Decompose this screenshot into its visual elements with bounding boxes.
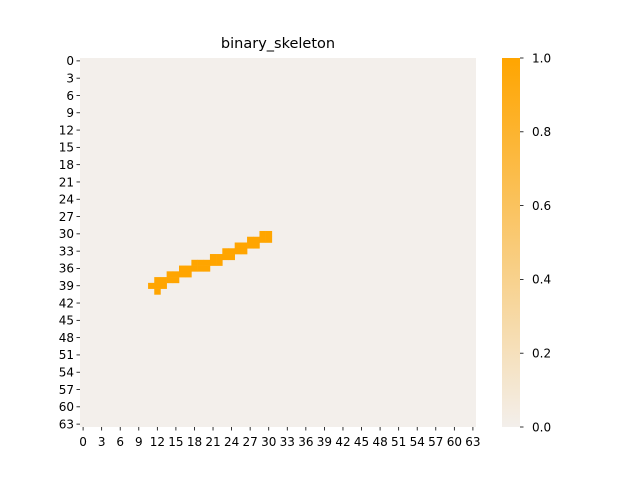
heatmap-cell [191, 265, 198, 272]
y-tick-label: 3 [66, 71, 74, 85]
x-tick-label: 6 [116, 435, 124, 449]
x-tick-label: 39 [317, 435, 332, 449]
x-tick-label: 48 [372, 435, 387, 449]
x-tick-label: 60 [447, 435, 462, 449]
colorbar-tick-label: 0.6 [532, 199, 551, 213]
y-tick-label: 57 [59, 383, 74, 397]
heatmap-cell [253, 236, 260, 243]
x-tick-label: 30 [261, 435, 276, 449]
heatmap-cell [222, 254, 229, 261]
colorbar-tick-label: 0.2 [532, 347, 551, 361]
heatmap-cell [191, 259, 198, 266]
heatmap-cell [247, 236, 254, 243]
heatmap-cell [203, 265, 211, 272]
heatmap-cell [216, 259, 223, 266]
colorbar-tick-label: 0.0 [532, 420, 551, 434]
heatmap-cell [265, 236, 273, 243]
heatmap-cell [154, 282, 161, 289]
x-tick-label: 9 [135, 435, 143, 449]
x-tick-label: 27 [243, 435, 258, 449]
heatmap-cell [228, 248, 235, 255]
x-tick-label: 0 [79, 435, 87, 449]
x-tick-label: 18 [187, 435, 202, 449]
heatmap-cell [197, 259, 205, 266]
x-tick-label: 24 [224, 435, 239, 449]
y-tick-label: 60 [59, 400, 74, 414]
heatmap-cell [247, 242, 254, 249]
heatmap-cell [259, 230, 266, 238]
y-tick-label: 45 [59, 314, 74, 328]
heatmap-cell [203, 259, 211, 266]
heatmap-cell [154, 288, 161, 295]
heatmap-cell [148, 282, 155, 289]
colorbar-tick-label: 0.8 [532, 125, 551, 139]
heatmap-cell [209, 254, 217, 261]
x-tick-label: 45 [354, 435, 369, 449]
heatmap-cell [228, 254, 235, 261]
x-tick-label: 3 [98, 435, 106, 449]
heatmap-cell [154, 277, 161, 284]
x-tick-label: 21 [205, 435, 220, 449]
heatmap-cell [253, 242, 260, 249]
y-tick-label: 42 [59, 296, 74, 310]
x-tick-label: 36 [298, 435, 313, 449]
heatmap-cell [209, 259, 217, 266]
heatmap-cell [240, 242, 248, 249]
y-tick-label: 51 [59, 348, 74, 362]
x-tick-label: 33 [280, 435, 295, 449]
heatmap-cell [240, 248, 248, 255]
x-tick-label: 51 [391, 435, 406, 449]
heatmap-cell [172, 277, 180, 284]
x-tick-label: 57 [428, 435, 443, 449]
heatmap-cell [197, 265, 205, 272]
y-tick-label: 36 [59, 262, 74, 276]
heatmap-cell [185, 265, 192, 272]
heatmap-cell [234, 242, 242, 249]
heatmap-cell [265, 230, 273, 238]
chart-title: binary_skeleton [221, 36, 335, 52]
colorbar-tick-label: 0.4 [532, 273, 551, 287]
y-tick-label: 9 [66, 106, 74, 120]
heatmap-cell [216, 254, 223, 261]
x-tick-label: 15 [168, 435, 183, 449]
heatmap-cell [234, 248, 242, 255]
heatmap-cells [148, 230, 273, 295]
heatmap-cell [259, 236, 266, 243]
y-tick-label: 12 [59, 123, 74, 137]
heatmap-cell [222, 248, 229, 255]
x-axis-ticks: 0 3 6 9 12 15 18 21 24 27 30 33 36 39 42 45 48 51 54 57 60 63 [79, 427, 481, 449]
heatmap-background [80, 58, 476, 427]
colorbar [502, 58, 520, 427]
y-tick-label: 39 [59, 279, 74, 293]
heatmap-cell [185, 271, 192, 278]
y-tick-label: 63 [59, 417, 74, 431]
x-tick-label: 54 [410, 435, 425, 449]
colorbar-ticks: 0.0 0.2 0.4 0.6 0.8 1.0 [520, 51, 551, 434]
x-tick-label: 63 [465, 435, 480, 449]
x-tick-label: 42 [335, 435, 350, 449]
colorbar-tick-label: 1.0 [532, 51, 551, 65]
y-tick-label: 24 [59, 193, 74, 207]
heatmap-cell [166, 271, 174, 278]
y-tick-label: 30 [59, 227, 74, 241]
heatmap-cell [179, 271, 186, 278]
y-tick-label: 21 [59, 175, 74, 189]
heatmap-cell [179, 265, 186, 272]
y-tick-label: 33 [59, 244, 74, 258]
y-tick-label: 0 [66, 54, 74, 68]
x-tick-label: 12 [150, 435, 165, 449]
y-tick-label: 48 [59, 331, 74, 345]
y-tick-label: 27 [59, 210, 74, 224]
heatmap-cell [160, 282, 167, 289]
heatmap-cell [172, 271, 180, 278]
y-tick-label: 6 [66, 89, 74, 103]
y-tick-label: 54 [59, 366, 74, 380]
y-tick-label: 15 [59, 141, 74, 155]
y-tick-label: 18 [59, 158, 74, 172]
heatmap-cell [166, 277, 174, 284]
heatmap-cell [160, 277, 167, 284]
